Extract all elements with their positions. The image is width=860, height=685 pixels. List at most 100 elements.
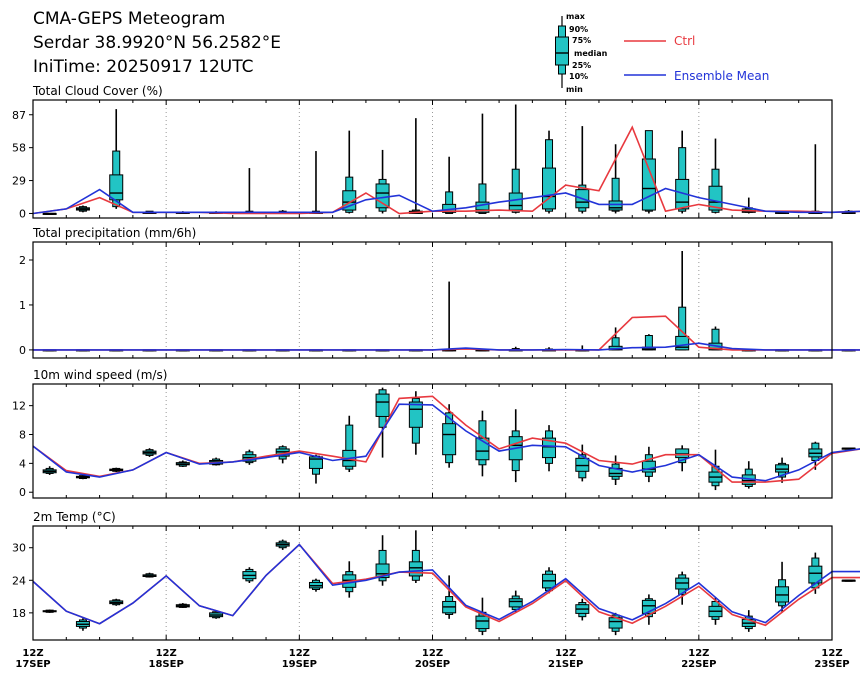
- box-member: [242, 168, 257, 214]
- legend-min-label: min: [566, 85, 583, 94]
- y-tick-label: 0: [19, 486, 26, 499]
- box-inner: [408, 561, 423, 577]
- y-tick-label: 29: [12, 175, 26, 188]
- box-member: [408, 118, 423, 214]
- box-inner: [708, 185, 723, 211]
- box-member: [209, 610, 224, 619]
- y-tick-label: 0: [19, 344, 26, 357]
- box-inner: [675, 448, 690, 459]
- box-inner: [641, 460, 656, 473]
- box-member: [641, 130, 656, 214]
- box-inner: [542, 167, 557, 210]
- box-member: [342, 561, 357, 598]
- legend-p10-label: 10%: [569, 72, 588, 81]
- box-member: [109, 109, 124, 209]
- box-member: [608, 144, 623, 214]
- y-tick-label: 87: [12, 109, 26, 122]
- y-tick-label: 8: [19, 429, 26, 442]
- legend-mean-label: Ensemble Mean: [674, 69, 769, 83]
- panel-title: Total precipitation (mm/6h): [32, 226, 196, 240]
- x-tick-label-date: 22SEP: [681, 659, 716, 670]
- legend-p75-label: 75%: [572, 36, 591, 45]
- legend-max-label: max: [566, 12, 586, 21]
- location-label: Serdar 38.9920°N 56.2582°E: [33, 33, 281, 53]
- x-tick-label-time: 12Z: [688, 648, 709, 659]
- box-inner: [109, 174, 124, 201]
- panel-frame: [32, 241, 833, 359]
- box-inner: [508, 192, 523, 211]
- x-tick-label-time: 12Z: [22, 648, 43, 659]
- box-member: [841, 579, 856, 582]
- box-member: [608, 612, 623, 636]
- box-member: [442, 281, 457, 352]
- box-member: [308, 454, 323, 484]
- box-member: [42, 466, 57, 475]
- box-member: [675, 571, 690, 605]
- box-member: [209, 457, 224, 466]
- box-outer: [611, 177, 620, 212]
- panel-frame: [32, 99, 833, 219]
- box-member: [42, 609, 57, 613]
- box-member: [242, 567, 257, 583]
- y-tick-label: 12: [12, 400, 26, 413]
- box-inner: [475, 615, 490, 630]
- chart-title: CMA-GEPS Meteogram: [33, 9, 225, 29]
- box-member: [442, 575, 457, 619]
- box-outer: [511, 168, 520, 213]
- box-member: [275, 539, 290, 550]
- box-member: [741, 461, 756, 489]
- panel-frame: [32, 525, 833, 641]
- x-tick-label-date: 19SEP: [282, 659, 317, 670]
- box-member: [475, 113, 490, 214]
- box-member: [42, 212, 57, 215]
- x-tick-label-date: 21SEP: [548, 659, 583, 670]
- box-member: [708, 597, 723, 625]
- box-inner: [442, 423, 457, 456]
- box-member: [575, 598, 590, 621]
- box-inner: [542, 437, 557, 459]
- panels: Total Cloud Cover (%) 0 29 58 87 Total precip…: [12, 84, 860, 641]
- box-member: [175, 603, 190, 608]
- box-member: [808, 552, 823, 594]
- x-tick-label-date: 17SEP: [15, 659, 50, 670]
- legend-ctrl-label: Ctrl: [674, 34, 695, 48]
- box-legend: max 90% 75% median 25% 10% min: [555, 12, 608, 94]
- box-outer: [478, 183, 487, 214]
- y-tick-label: 4: [19, 457, 26, 470]
- y-tick-label: 0: [19, 207, 26, 220]
- panel-title: 10m wind speed (m/s): [33, 368, 167, 382]
- y-tick-label: 18: [12, 607, 26, 620]
- box-member: [75, 618, 90, 631]
- box-member: [808, 144, 823, 214]
- box-outer: [345, 424, 354, 470]
- y-tick-label: 2: [19, 254, 26, 267]
- box-member: [442, 404, 457, 468]
- box-inner: [408, 401, 423, 428]
- box-member: [575, 444, 590, 482]
- box-member: [142, 448, 157, 457]
- box-member: [641, 446, 656, 483]
- box-member: [542, 130, 557, 214]
- ensemble-mean-line: [32, 543, 860, 625]
- legend-inner-box: [555, 36, 569, 66]
- box-member: [775, 457, 790, 483]
- box-member: [475, 597, 490, 636]
- x-tick-label-time: 12Z: [555, 648, 576, 659]
- box-inner: [475, 201, 490, 213]
- x-tick-label-time: 12Z: [821, 648, 842, 659]
- legend-p90-label: 90%: [569, 25, 588, 34]
- init-time-label: IniTime: 20250917 12UTC: [33, 57, 254, 77]
- panel-4: 2m Temp (°C) 18 24 30: [12, 510, 860, 641]
- box-inner: [608, 200, 623, 211]
- box-member: [675, 130, 690, 214]
- x-tick-label-time: 12Z: [422, 648, 443, 659]
- box-member: [242, 449, 257, 465]
- box-inner: [375, 393, 390, 417]
- panel-title: Total Cloud Cover (%): [32, 84, 163, 98]
- box-member: [109, 467, 124, 473]
- x-tick-label-date: 20SEP: [415, 659, 450, 670]
- box-inner: [641, 158, 656, 211]
- box-member: [508, 590, 523, 613]
- ensemble-mean-line: [32, 403, 860, 482]
- box-member: [408, 530, 423, 583]
